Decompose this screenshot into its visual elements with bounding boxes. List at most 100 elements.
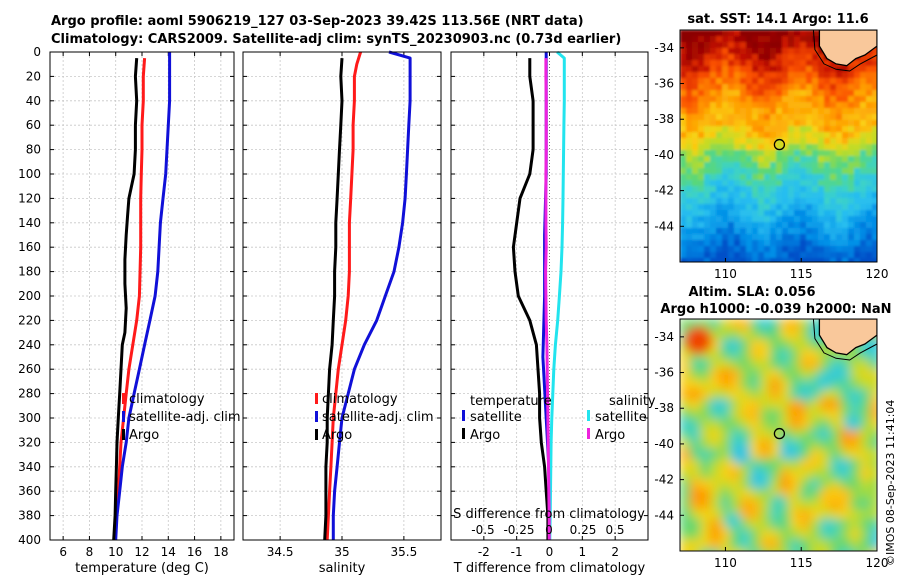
- map-cell: [692, 120, 699, 127]
- map-cell: [740, 258, 747, 262]
- sla-map-title-1: Altim. SLA: 0.056: [689, 285, 816, 300]
- map-cell: [800, 42, 807, 49]
- map-cell: [770, 479, 781, 490]
- map-cell: [854, 246, 861, 253]
- map-cell: [760, 419, 771, 430]
- map-cell: [700, 359, 711, 370]
- map-cell: [728, 198, 735, 205]
- map-cell: [830, 126, 837, 133]
- map-cell: [824, 114, 831, 121]
- map-cell: [728, 234, 735, 241]
- map-cell: [710, 180, 717, 187]
- map-cell: [690, 409, 701, 420]
- map-cell: [872, 108, 877, 115]
- map-cell: [842, 72, 849, 79]
- map-cell: [720, 379, 731, 390]
- map-cell: [800, 30, 807, 37]
- map-cell: [836, 210, 843, 217]
- map-cell: [728, 90, 735, 97]
- y-tick-label: 400: [18, 533, 41, 547]
- map-cell: [812, 108, 819, 115]
- map-cell: [720, 429, 731, 440]
- map-cell: [746, 228, 753, 235]
- map-cell: [860, 549, 871, 551]
- map-cell: [800, 234, 807, 241]
- map-cell: [848, 198, 855, 205]
- map-cell: [806, 36, 813, 43]
- map-cell: [782, 210, 789, 217]
- map-cell: [842, 132, 849, 139]
- map-cell: [746, 222, 753, 229]
- map-cell: [686, 138, 693, 145]
- map-cell: [764, 66, 771, 73]
- map-cell: [776, 120, 783, 127]
- map-cell: [746, 42, 753, 49]
- map-cell: [800, 72, 807, 79]
- map-cell: [790, 549, 801, 551]
- map-cell: [698, 108, 705, 115]
- map-cell: [698, 198, 705, 205]
- map-cell: [824, 156, 831, 163]
- map-cell: [812, 156, 819, 163]
- map-cell: [760, 319, 771, 330]
- map-cell: [842, 180, 849, 187]
- map-cell: [830, 479, 841, 490]
- map-cell: [788, 180, 795, 187]
- map-cell: [686, 156, 693, 163]
- map-cell: [734, 222, 741, 229]
- map-cell: [722, 114, 729, 121]
- map-cell: [820, 359, 831, 370]
- map-cell: [740, 144, 747, 151]
- map-cell: [780, 529, 791, 540]
- map-cell: [820, 499, 831, 510]
- map-cell: [854, 132, 861, 139]
- map-cell: [812, 252, 819, 259]
- map-cell: [692, 102, 699, 109]
- map-cell: [848, 132, 855, 139]
- map-cell: [854, 126, 861, 133]
- map-cell: [770, 539, 781, 550]
- map-cell: [770, 66, 777, 73]
- map-cell: [698, 156, 705, 163]
- map-cell: [746, 162, 753, 169]
- map-cell: [680, 60, 687, 67]
- map-cell: [794, 42, 801, 49]
- map-cell: [698, 234, 705, 241]
- map-y-tick-label: -38: [654, 401, 674, 415]
- map-cell: [782, 72, 789, 79]
- map-cell: [870, 519, 877, 530]
- map-cell: [794, 132, 801, 139]
- map-cell: [698, 144, 705, 151]
- map-cell: [820, 469, 831, 480]
- map-cell: [710, 339, 721, 350]
- legend-swatch: [315, 429, 318, 440]
- y-tick-label: 140: [18, 216, 41, 230]
- map-cell: [740, 126, 747, 133]
- map-cell: [680, 108, 687, 115]
- map-cell: [716, 252, 723, 259]
- map-cell: [716, 246, 723, 253]
- map-cell: [818, 144, 825, 151]
- map-cell: [866, 228, 873, 235]
- map-cell: [770, 216, 777, 223]
- map-cell: [836, 90, 843, 97]
- map-cell: [824, 66, 831, 73]
- map-cell: [820, 509, 831, 520]
- map-cell: [722, 36, 729, 43]
- map-cell: [818, 252, 825, 259]
- shelf-contour: [812, 319, 877, 361]
- map-cell: [812, 114, 819, 121]
- map-cell: [818, 192, 825, 199]
- map-cell: [690, 479, 701, 490]
- map-cell: [830, 60, 837, 67]
- map-cell: [794, 150, 801, 157]
- map-cell: [740, 90, 747, 97]
- map-cell: [810, 519, 821, 530]
- map-cell: [818, 204, 825, 211]
- map-cell: [716, 150, 723, 157]
- map-cell: [716, 60, 723, 67]
- top-tick-label: 0: [545, 523, 553, 537]
- map-cell: [740, 36, 747, 43]
- map-cell: [836, 162, 843, 169]
